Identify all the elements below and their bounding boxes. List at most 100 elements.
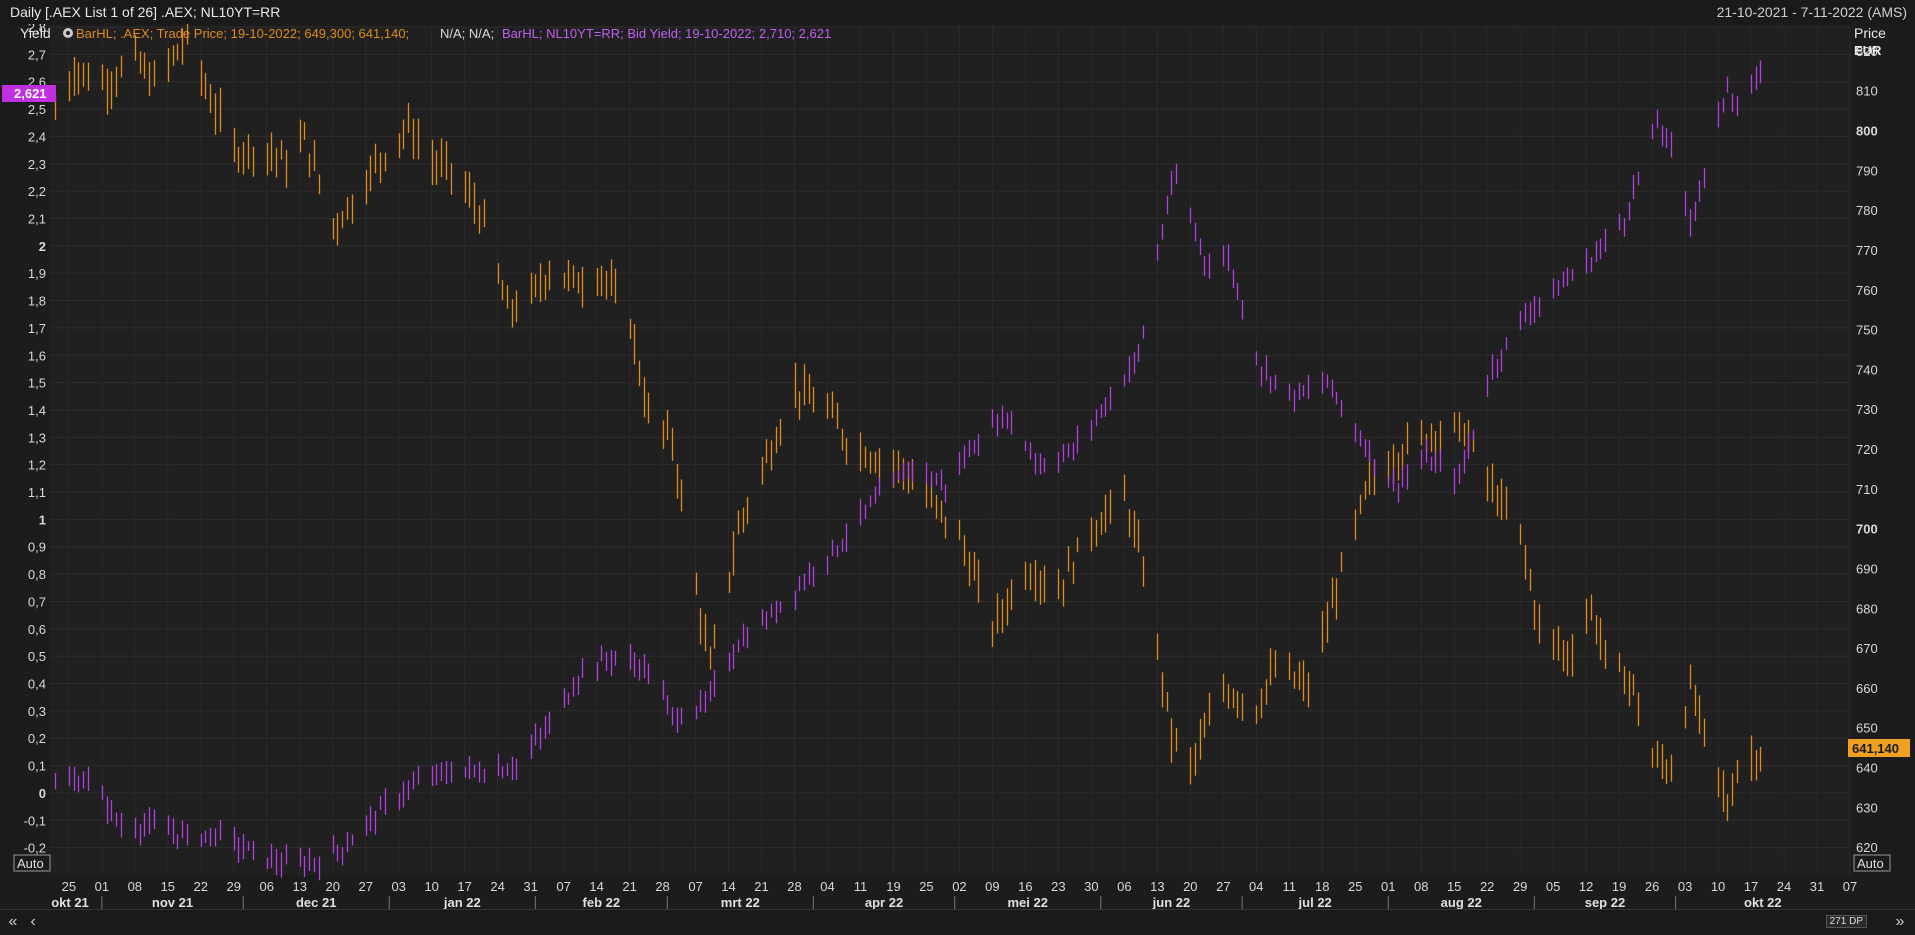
left-tick-label: 1,6	[28, 348, 46, 363]
x-day-label: 31	[1810, 879, 1824, 894]
legend-na: N/A; N/A;	[440, 26, 494, 41]
x-day-label: 21	[754, 879, 768, 894]
yield-current-value: 2,621	[14, 86, 47, 101]
x-day-label: 20	[1183, 879, 1197, 894]
right-tick-label: 790	[1856, 163, 1878, 178]
x-day-label: 26	[1645, 879, 1659, 894]
yield-bars	[54, 60, 1762, 881]
x-day-label: 04	[1249, 879, 1263, 894]
x-day-label: 13	[293, 879, 307, 894]
left-tick-label: 0,9	[28, 540, 46, 555]
left-tick-label: 2,4	[28, 129, 46, 144]
x-day-label: 07	[1843, 879, 1857, 894]
x-month-label: dec 21	[296, 895, 336, 909]
chart-title: Daily [.AEX List 1 of 26] .AEX; NL10YT=R…	[10, 4, 281, 20]
scroll-end-icon[interactable]: »	[1895, 913, 1905, 930]
left-tick-label: 1	[39, 512, 46, 527]
x-day-label: 22	[194, 879, 208, 894]
scroll-start-icon[interactable]: «	[8, 913, 18, 930]
x-day-label: 03	[1678, 879, 1692, 894]
x-day-label: 25	[919, 879, 933, 894]
date-range[interactable]: 21-10-2021 - 7-11-2022 (AMS)	[1716, 4, 1907, 20]
left-tick-label: 1,8	[28, 294, 46, 309]
right-tick-label: 660	[1856, 681, 1878, 696]
x-month-label: feb 22	[583, 895, 621, 909]
x-day-label: 07	[556, 879, 570, 894]
left-tick-label: 2,2	[28, 184, 46, 199]
right-tick-label: 740	[1856, 362, 1878, 377]
x-day-label: 25	[62, 879, 76, 894]
right-tick-label: 680	[1856, 601, 1878, 616]
scroll-left-icon[interactable]: ‹	[30, 913, 36, 930]
x-day-label: 04	[820, 879, 834, 894]
x-month-label: aug 22	[1441, 895, 1482, 909]
left-tick-label: 2,8	[28, 24, 46, 35]
x-day-label: 02	[952, 879, 966, 894]
x-day-label: 15	[161, 879, 175, 894]
legend: BarHL; .AEX; Trade Price; 19-10-2022; 64…	[63, 26, 831, 41]
yield-current-badge: 2,621	[2, 85, 56, 102]
x-day-label: 08	[1414, 879, 1428, 894]
right-tick-label: 620	[1856, 840, 1878, 855]
aex-current-value: 641,140	[1852, 741, 1899, 756]
x-month-label: apr 22	[865, 895, 903, 909]
status-bar: « ‹ 271 DP »	[0, 909, 1915, 935]
x-month-label: nov 21	[152, 895, 193, 909]
data-points-badge: 271 DP	[1825, 915, 1867, 928]
left-tick-label: 0,8	[28, 567, 46, 582]
plot-area	[50, 27, 1850, 875]
right-tick-label: 730	[1856, 402, 1878, 417]
x-day-label: 21	[622, 879, 636, 894]
x-month-label: jan 22	[443, 895, 481, 909]
x-day-label: 24	[490, 879, 504, 894]
x-day-label: 28	[787, 879, 801, 894]
x-month-label: okt 22	[1744, 895, 1782, 909]
right-axis-title: Price	[1854, 25, 1886, 41]
left-tick-label: 2,5	[28, 102, 46, 117]
left-tick-label: 1,4	[28, 403, 46, 418]
x-day-label: 17	[1744, 879, 1758, 894]
left-tick-label: 0,2	[28, 731, 46, 746]
right-tick-label: 720	[1856, 442, 1878, 457]
x-day-label: 18	[1315, 879, 1329, 894]
left-auto-button[interactable]: Auto	[13, 854, 51, 872]
right-auto-button[interactable]: Auto	[1853, 854, 1891, 872]
x-day-label: 23	[1051, 879, 1065, 894]
left-tick-label: 1,2	[28, 458, 46, 473]
chart-area[interactable]: 2,82,72,62,52,42,32,22,121,91,81,71,61,5…	[0, 24, 1915, 909]
x-axis-month-labels: okt 21 nov 21 dec 21 jan 22 feb 22 mrt 22 apr …	[51, 895, 1782, 909]
right-tick-label: 630	[1856, 800, 1878, 815]
left-tick-label: -0,1	[24, 813, 46, 828]
aex-current-badge: 641,140	[1848, 739, 1910, 757]
x-day-label: 07	[688, 879, 702, 894]
x-day-label: 27	[358, 879, 372, 894]
right-tick-label: 640	[1856, 761, 1878, 776]
x-day-label: 06	[1117, 879, 1131, 894]
x-day-label: 08	[128, 879, 142, 894]
x-day-label: 17	[457, 879, 471, 894]
right-auto-label: Auto	[1857, 856, 1884, 871]
x-day-label: 30	[1084, 879, 1098, 894]
right-tick-label: 690	[1856, 561, 1878, 576]
x-day-label: 24	[1777, 879, 1791, 894]
right-axis-currency: EUR	[1854, 43, 1882, 58]
left-tick-label: 2,3	[28, 157, 46, 172]
x-day-label: 31	[523, 879, 537, 894]
right-tick-label: 780	[1856, 203, 1878, 218]
left-axis-title: Yield	[20, 25, 51, 41]
aex-bars	[54, 24, 1762, 822]
x-day-label: 03	[391, 879, 405, 894]
right-tick-label: 820	[1856, 44, 1878, 59]
x-day-label: 12	[1579, 879, 1593, 894]
x-day-label: 14	[589, 879, 603, 894]
x-day-label: 10	[1711, 879, 1725, 894]
right-tick-label: 710	[1856, 482, 1878, 497]
settings-icon-center	[66, 31, 70, 35]
x-day-label: 01	[95, 879, 109, 894]
x-axis-day-labels: 25 01 08 15 22 29 06 13 20 27 03 10 17 24 31 07 14 21 28 07…	[62, 879, 1858, 894]
x-day-label: 13	[1150, 879, 1164, 894]
x-day-label: 20	[325, 879, 339, 894]
title-bar: Daily [.AEX List 1 of 26] .AEX; NL10YT=R…	[0, 0, 1915, 25]
left-tick-label: 2,7	[28, 47, 46, 62]
right-tick-label: 760	[1856, 283, 1878, 298]
